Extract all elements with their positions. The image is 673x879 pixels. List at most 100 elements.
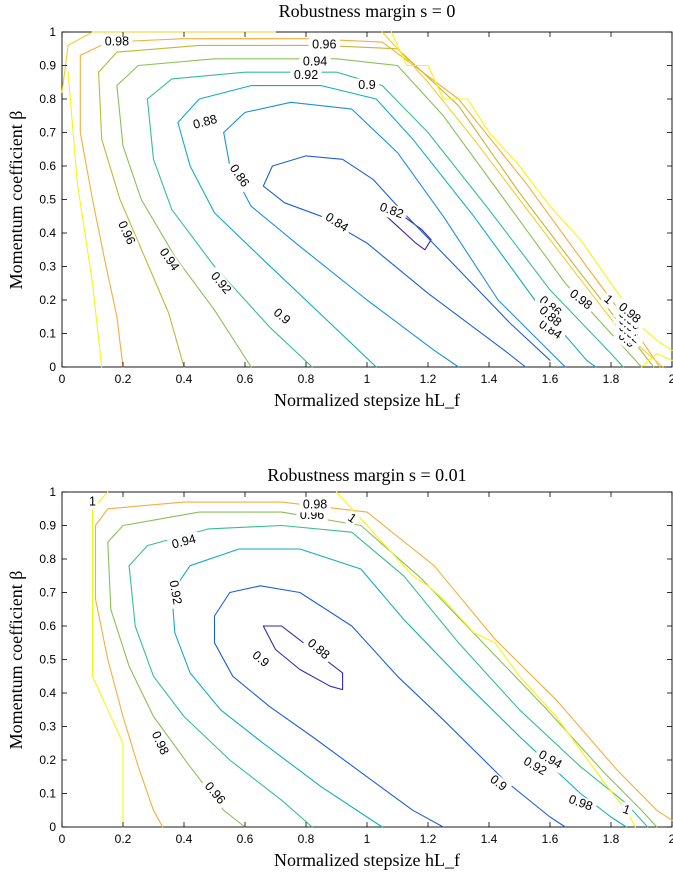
x-tick-label: 1.2 xyxy=(420,832,437,846)
contour-label-0-96: 0.96 xyxy=(312,38,336,52)
x-tick-label: 1.8 xyxy=(603,832,620,846)
contour-line-0-92 xyxy=(116,85,252,368)
x-tick-label: 1 xyxy=(364,832,371,846)
y-tick-label: 0 xyxy=(49,820,56,834)
contour-label-background xyxy=(533,301,567,333)
y-tick-label: 0.8 xyxy=(39,92,56,106)
y-tick-label: 0.9 xyxy=(39,519,56,533)
chart-title: Robustness margin s = 0 xyxy=(279,1,456,21)
contour-label-background xyxy=(205,266,236,300)
contour-label-background xyxy=(354,78,380,93)
contour-line-0-88 xyxy=(262,625,344,691)
contour-label-1: 1 xyxy=(89,494,96,508)
y-tick-label: 0.5 xyxy=(39,653,56,667)
contour-line-0-9 xyxy=(213,585,566,828)
contour-label-background xyxy=(165,576,185,610)
contour-line-0-98 xyxy=(94,501,673,821)
contour-label-background xyxy=(484,770,513,797)
x-tick-label: 0.4 xyxy=(176,372,193,386)
contour-label-background xyxy=(146,726,173,761)
contour-label-background xyxy=(563,791,598,816)
x-tick-label: 1.4 xyxy=(481,832,498,846)
x-tick-label: 0 xyxy=(59,832,66,846)
x-tick-label: 2 xyxy=(669,832,673,846)
contour-label-background xyxy=(87,495,98,510)
contour-label-1: 1 xyxy=(621,802,632,818)
chart-title: Robustness margin s = 0.01 xyxy=(267,465,466,485)
contour-line-1 xyxy=(67,71,103,368)
contour-line-0-84 xyxy=(271,155,551,361)
contour-line-1 xyxy=(640,353,673,368)
x-axis-label: Normalized stepsize hL_f xyxy=(274,850,460,870)
contour-line-0-88 xyxy=(177,85,597,368)
y-tick-label: 0.8 xyxy=(39,552,56,566)
x-tick-label: 0.8 xyxy=(298,832,315,846)
x-tick-label: 0.6 xyxy=(237,832,254,846)
contour-line-0-82 xyxy=(378,209,432,251)
y-tick-label: 0.1 xyxy=(39,327,56,341)
contour-label-0-98: 0.98 xyxy=(303,498,327,512)
contour-label-background xyxy=(374,199,409,224)
contour-label-0-94: 0.94 xyxy=(170,532,197,552)
contour-label-0-9: 0.9 xyxy=(358,78,375,92)
contour-line-0-9 xyxy=(146,98,313,368)
x-axis-ticks: 0 0.2 0.4 0.6 0.8 1 1.2 1.4 1.6 1.8 2 xyxy=(59,492,673,846)
contour-label-background xyxy=(533,291,567,323)
contour-label-0-94: 0.94 xyxy=(303,54,327,68)
contour-line-0-96 xyxy=(79,54,124,368)
contour-panel-bottom: Robustness margin s = 0.01 0.880.90.90.9… xyxy=(6,465,673,870)
contour-label-background xyxy=(154,243,184,277)
y-tick-label: 0.5 xyxy=(39,193,56,207)
contour-label-background xyxy=(612,298,646,329)
contour-line-0-94 xyxy=(98,44,655,368)
contour-line-0-92 xyxy=(171,591,383,828)
x-tick-label: 0.4 xyxy=(176,832,193,846)
y-tick-label: 0.6 xyxy=(39,619,56,633)
contour-line-0-9 xyxy=(146,71,624,368)
x-axis-ticks: 0 0.2 0.4 0.6 0.8 1 1.2 1.4 1.6 1.8 2 xyxy=(59,32,673,386)
x-tick-label: 0.2 xyxy=(115,832,132,846)
contour-label-background xyxy=(308,38,340,53)
contour-label-background xyxy=(299,55,331,70)
contour-line-0-98 xyxy=(61,44,69,93)
contour-line-0-94 xyxy=(128,565,313,828)
contour-label-background xyxy=(533,315,567,345)
contour-label-background xyxy=(224,159,254,193)
contour-label-background xyxy=(517,752,552,781)
contour-label-background xyxy=(246,646,275,673)
y-tick-label: 1 xyxy=(49,25,56,39)
contour-label-background xyxy=(188,111,223,134)
x-tick-label: 1.4 xyxy=(481,372,498,386)
contour-line-0-98 xyxy=(94,524,164,828)
contour-label-background xyxy=(267,303,296,331)
contour-label-background xyxy=(167,531,201,554)
x-tick-label: 1.2 xyxy=(420,372,437,386)
contour-line-0-86 xyxy=(223,131,460,368)
y-tick-label: 0.6 xyxy=(39,159,56,173)
contour-label-0-98: 0.98 xyxy=(105,34,129,48)
contour-label-background xyxy=(599,291,617,309)
x-tick-label: 2 xyxy=(669,372,673,386)
y-axis-ticks: 0 0.1 0.2 0.3 0.4 0.5 0.6 0.7 0.8 0.9 1 xyxy=(39,485,672,834)
contour-label-background xyxy=(299,498,331,513)
y-tick-label: 0.9 xyxy=(39,59,56,73)
contour-line-0-96 xyxy=(107,511,658,828)
y-tick-label: 0.3 xyxy=(39,720,56,734)
x-tick-label: 1 xyxy=(364,372,371,386)
x-tick-label: 0.2 xyxy=(115,372,132,386)
contour-line-0-88 xyxy=(177,121,377,368)
y-tick-label: 1 xyxy=(49,485,56,499)
contour-label-background xyxy=(563,284,598,316)
y-tick-label: 0.4 xyxy=(39,686,56,700)
contour-labels: 0.880.90.90.920.920.940.940.960.960.980.… xyxy=(87,494,634,819)
y-tick-label: 0 xyxy=(49,360,56,374)
contour-label-0-92: 0.92 xyxy=(294,68,318,82)
contour-line-0-98 xyxy=(67,31,277,46)
contour-line-0-92 xyxy=(116,58,643,368)
y-axis-ticks: 0 0.1 0.2 0.3 0.4 0.5 0.6 0.7 0.8 0.9 1 xyxy=(39,25,672,374)
y-tick-label: 0.7 xyxy=(39,586,56,600)
x-tick-label: 1.6 xyxy=(542,372,559,386)
x-tick-label: 1.8 xyxy=(603,372,620,386)
contour-label-background xyxy=(113,215,139,251)
